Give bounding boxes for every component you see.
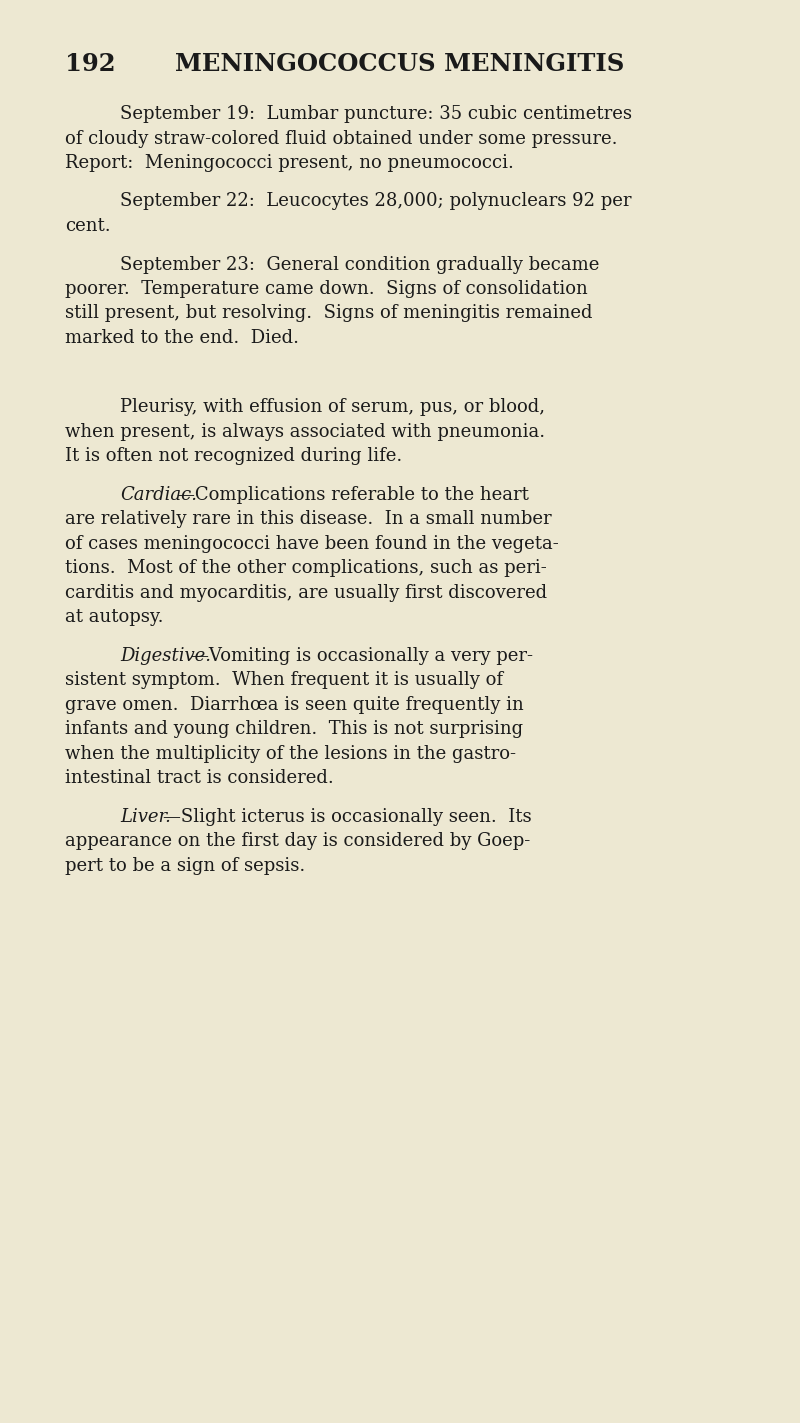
Text: when the multiplicity of the lesions in the gastro-: when the multiplicity of the lesions in …	[65, 744, 516, 763]
Text: sistent symptom.  When frequent it is usually of: sistent symptom. When frequent it is usu…	[65, 672, 503, 689]
Text: carditis and myocarditis, are usually first discovered: carditis and myocarditis, are usually fi…	[65, 583, 547, 602]
Text: intestinal tract is considered.: intestinal tract is considered.	[65, 770, 334, 787]
Text: pert to be a sign of sepsis.: pert to be a sign of sepsis.	[65, 857, 306, 875]
Text: Report:  Meningococci present, no pneumococci.: Report: Meningococci present, no pneumoc…	[65, 154, 514, 172]
Text: infants and young children.  This is not surprising: infants and young children. This is not …	[65, 720, 523, 739]
Text: —Vomiting is occasionally a very per-: —Vomiting is occasionally a very per-	[191, 647, 534, 665]
Text: of cloudy straw-colored fluid obtained under some pressure.: of cloudy straw-colored fluid obtained u…	[65, 129, 618, 148]
Text: 192: 192	[65, 53, 115, 75]
Text: marked to the end.  Died.: marked to the end. Died.	[65, 329, 299, 347]
Text: tions.  Most of the other complications, such as peri-: tions. Most of the other complications, …	[65, 559, 546, 578]
Text: —Slight icterus is occasionally seen.  Its: —Slight icterus is occasionally seen. It…	[162, 808, 531, 825]
Text: Pleurisy, with effusion of serum, pus, or blood,: Pleurisy, with effusion of serum, pus, o…	[120, 398, 545, 417]
Text: MENINGOCOCCUS MENINGITIS: MENINGOCOCCUS MENINGITIS	[175, 53, 625, 75]
Text: Cardiac.: Cardiac.	[120, 485, 197, 504]
Text: —Complications referable to the heart: —Complications referable to the heart	[177, 485, 529, 504]
Text: when present, is always associated with pneumonia.: when present, is always associated with …	[65, 423, 545, 441]
Text: cent.: cent.	[65, 216, 110, 235]
Text: appearance on the first day is considered by Goep-: appearance on the first day is considere…	[65, 832, 530, 851]
Text: of cases meningococci have been found in the vegeta-: of cases meningococci have been found in…	[65, 535, 558, 552]
Text: It is often not recognized during life.: It is often not recognized during life.	[65, 447, 402, 465]
Text: still present, but resolving.  Signs of meningitis remained: still present, but resolving. Signs of m…	[65, 305, 593, 323]
Text: are relatively rare in this disease.  In a small number: are relatively rare in this disease. In …	[65, 511, 552, 528]
Text: at autopsy.: at autopsy.	[65, 608, 163, 626]
Text: September 23:  General condition gradually became: September 23: General condition graduall…	[120, 256, 599, 273]
Text: Digestive.: Digestive.	[120, 647, 211, 665]
Text: poorer.  Temperature came down.  Signs of consolidation: poorer. Temperature came down. Signs of …	[65, 280, 588, 297]
Text: September 19:  Lumbar puncture: 35 cubic centimetres: September 19: Lumbar puncture: 35 cubic …	[120, 105, 632, 122]
Text: September 22:  Leucocytes 28,000; polynuclears 92 per: September 22: Leucocytes 28,000; polynuc…	[120, 192, 631, 211]
Text: Liver.: Liver.	[120, 808, 171, 825]
Text: grave omen.  Diarrhœa is seen quite frequently in: grave omen. Diarrhœa is seen quite frequ…	[65, 696, 524, 714]
